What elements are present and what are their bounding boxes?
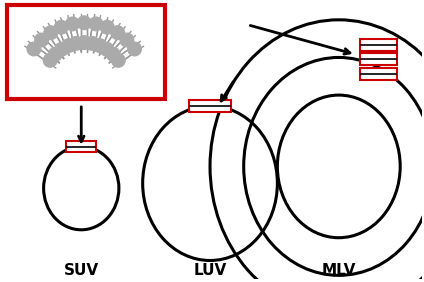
Circle shape <box>128 42 142 56</box>
Text: MLV: MLV <box>321 263 356 278</box>
Circle shape <box>66 17 79 31</box>
Circle shape <box>85 36 99 50</box>
Bar <box>360 39 397 50</box>
Circle shape <box>89 17 103 31</box>
Circle shape <box>93 39 107 52</box>
Circle shape <box>35 33 48 47</box>
Bar <box>189 100 231 112</box>
Circle shape <box>77 16 91 30</box>
Circle shape <box>106 47 120 61</box>
Circle shape <box>48 47 62 61</box>
Circle shape <box>44 26 58 40</box>
Bar <box>7 5 165 99</box>
Circle shape <box>111 26 125 40</box>
Text: SUV: SUV <box>64 263 99 278</box>
Circle shape <box>100 20 114 34</box>
Circle shape <box>70 36 83 50</box>
Circle shape <box>43 53 57 67</box>
Circle shape <box>54 20 68 34</box>
Circle shape <box>55 42 69 56</box>
Circle shape <box>77 36 91 50</box>
Circle shape <box>27 42 41 56</box>
Circle shape <box>120 33 134 47</box>
Text: LUV: LUV <box>193 263 227 278</box>
Bar <box>67 141 96 152</box>
Circle shape <box>62 39 75 52</box>
Bar <box>360 54 397 65</box>
Circle shape <box>100 42 114 56</box>
Circle shape <box>112 53 125 67</box>
Bar <box>360 68 397 80</box>
